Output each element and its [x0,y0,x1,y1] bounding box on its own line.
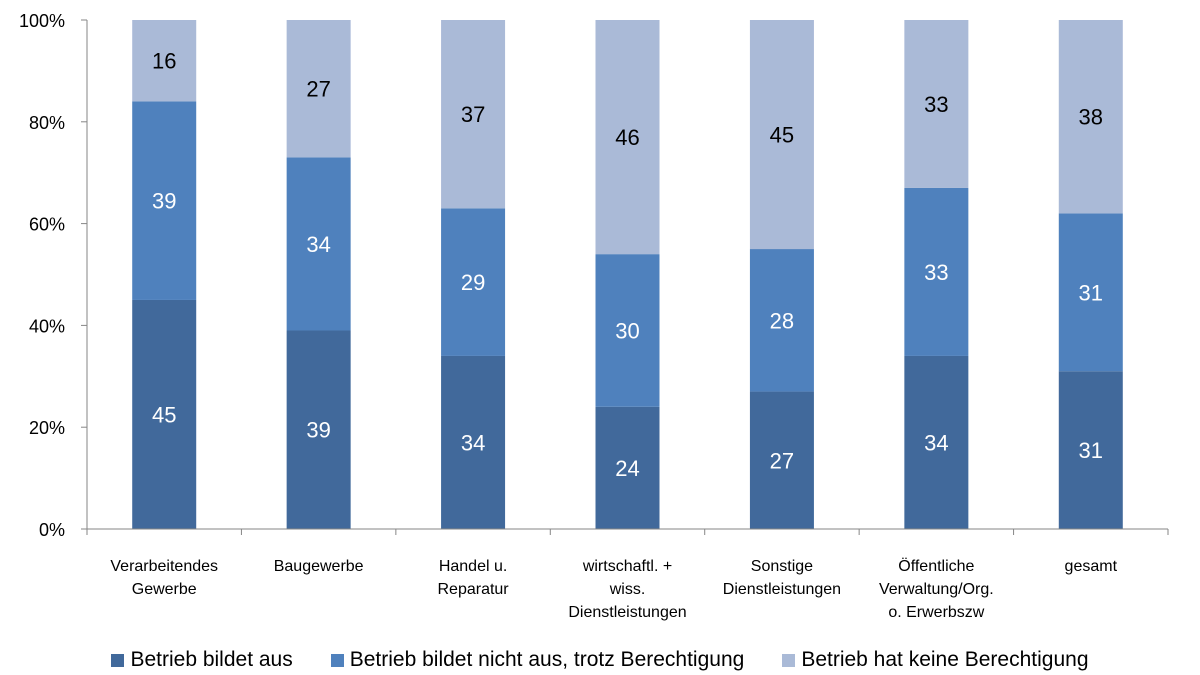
y-tick-label-5: 100% [19,11,65,31]
x-tick-label-line: Dienstleistungen [568,604,686,621]
bar-segment-3-6 [904,20,969,188]
chart-legend: Betrieb bildet aus Betrieb bildet nicht … [0,646,1200,674]
x-tick-label-line: Gewerbe [132,581,197,598]
data-label-2-3: 29 [461,270,485,295]
bar-segment-2-4 [595,254,660,407]
bar-segment-1-6 [904,355,969,529]
bar-segment-3-1 [132,20,197,102]
legend-label-series-2: Betrieb bildet nicht aus, trotz Berechti… [349,648,745,671]
data-label-1-4: 24 [615,456,639,481]
bar-segment-3-3 [441,20,506,209]
x-tick-label-3: Handel u. Reparatur [437,558,509,598]
bar-segment-2-3 [441,208,506,356]
bar-segment-2-7 [1058,213,1123,372]
bar-segment-3-2 [286,20,351,158]
x-tick-label-5: Sonstige Dienstleistungen [723,558,841,598]
data-label-3-7: 38 [1079,105,1103,130]
data-label-1-3: 34 [461,430,485,455]
data-label-2-6: 33 [924,260,948,285]
x-tick-label-line: Reparatur [437,581,509,598]
legend-label-series-1: Betrieb bildet aus [130,648,293,671]
data-label-3-1: 16 [152,49,176,74]
legend-item-series-1: Betrieb bildet aus [111,648,293,672]
x-tick-label-7: gesamt [1065,558,1118,575]
data-label-3-2: 27 [306,77,330,102]
legend-item-series-3: Betrieb hat keine Berechtigung [782,648,1089,672]
x-tick-label-2: Baugewerbe [274,558,364,575]
x-tick-label-line: wirtschaftl. + [582,558,672,575]
x-tick-label-line: Verwaltung/Org. [879,581,994,598]
data-label-1-6: 34 [924,430,948,455]
x-tick-label-1: Verarbeitendes Gewerbe [110,558,218,598]
bar-segment-1-3 [441,355,506,529]
chart-plot: 45 39 16 39 34 27 34 29 37 24 30 46 27 28 45 34 33 33 31 31… [19,11,1169,621]
legend-swatch-series-1 [111,653,125,667]
bar-segment-1-4 [595,406,660,529]
x-tick-label-line: Sonstige [751,558,813,575]
bar-segment-2-2 [286,157,351,331]
bar-segment-1-1 [132,299,197,529]
data-label-3-3: 37 [461,102,485,127]
data-label-3-5: 45 [770,123,794,148]
data-label-2-1: 39 [152,189,176,214]
x-tick-label-line: o. Erwerbszw [888,604,984,621]
bar-segment-3-7 [1058,20,1123,214]
data-label-2-5: 28 [770,308,794,333]
data-label-1-7: 31 [1079,438,1103,463]
x-tick-label-4: wirtschaftl. + wiss. Dienstleistungen [568,558,686,621]
legend-swatch-series-3 [782,653,796,667]
bar-segment-1-5 [749,391,814,529]
data-label-1-2: 39 [306,418,330,443]
bar-segment-1-2 [286,330,351,529]
x-tick-label-line: wiss. [609,581,646,598]
bar-segment-3-5 [749,20,814,250]
y-tick-label-2: 40% [29,316,65,336]
data-label-2-4: 30 [615,318,639,343]
data-label-3-4: 46 [615,125,639,150]
x-tick-label-line: Baugewerbe [274,558,364,575]
bar-segment-2-1 [132,101,197,300]
y-tick-label-0: 0% [39,520,65,540]
data-label-2-7: 31 [1079,280,1103,305]
data-label-1-1: 45 [152,402,176,427]
legend-swatch-series-2 [330,653,344,667]
y-tick-label-1: 20% [29,418,65,438]
x-tick-label-line: gesamt [1065,558,1118,575]
bar-segment-2-5 [749,249,814,392]
bar-segment-3-4 [595,20,660,255]
x-tick-label-line: Verarbeitendes [110,558,218,575]
x-tick-label-6: Öffentliche Verwaltung/Org. o. Erwerbszw [879,557,994,621]
bar-segment-2-6 [904,187,969,356]
bar-segment-1-7 [1058,371,1123,529]
data-label-1-5: 27 [770,448,794,473]
data-label-2-2: 34 [306,232,330,257]
data-label-3-6: 33 [924,92,948,117]
legend-item-series-2: Betrieb bildet nicht aus, trotz Berechti… [330,648,745,672]
y-tick-label-3: 60% [29,215,65,235]
y-tick-label-4: 80% [29,113,65,133]
x-tick-label-line: Öffentliche [898,557,974,575]
x-tick-label-line: Handel u. [439,558,508,575]
x-tick-label-line: Dienstleistungen [723,581,841,598]
legend-label-series-3: Betrieb hat keine Berechtigung [801,648,1089,671]
